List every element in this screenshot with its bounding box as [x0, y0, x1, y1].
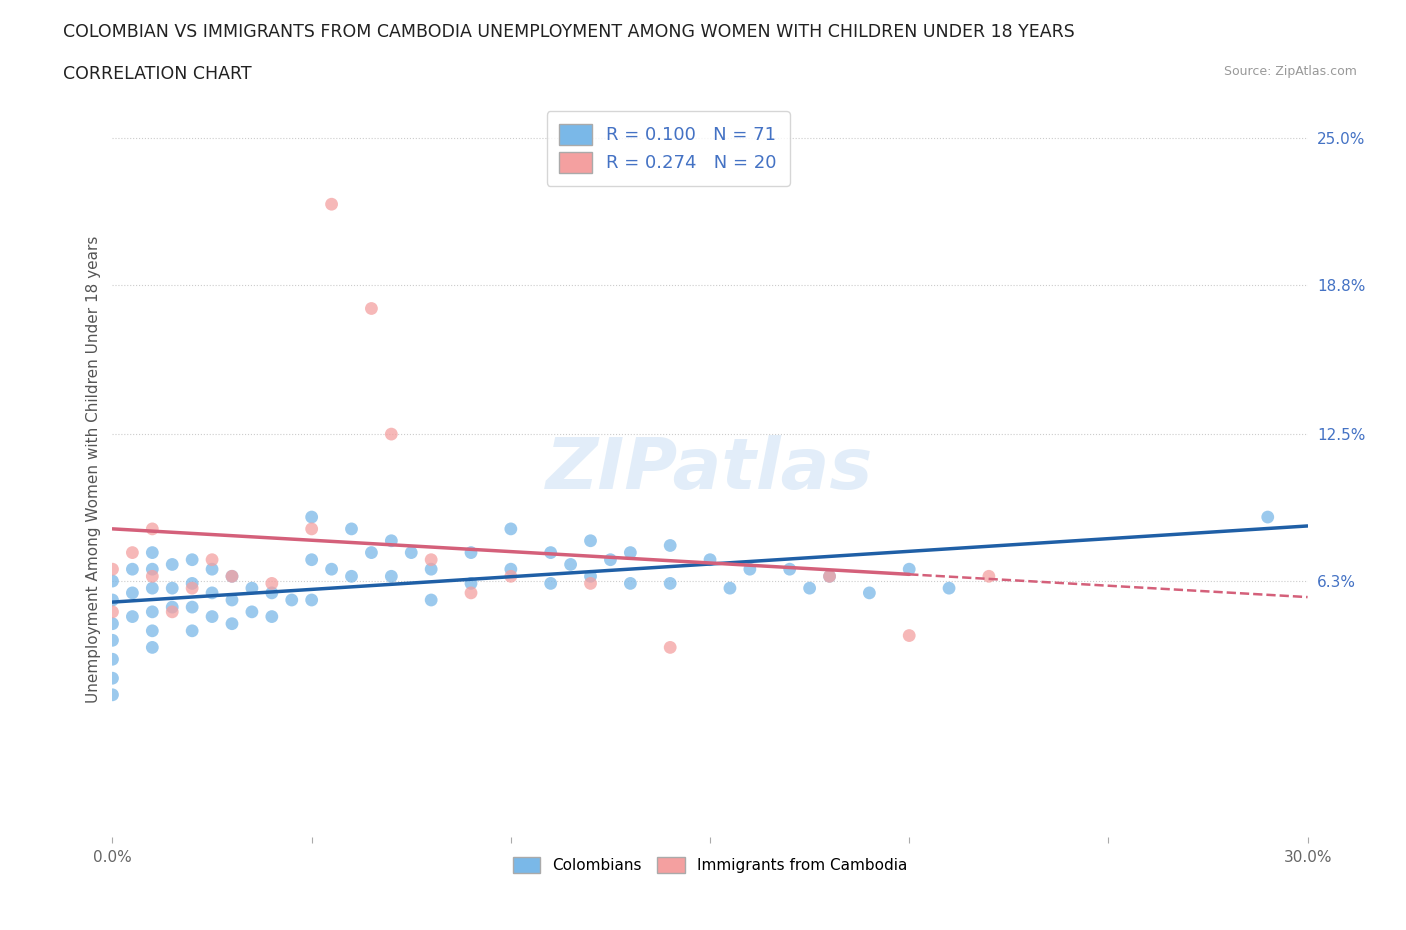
Point — [201, 562, 224, 577]
Point — [380, 427, 402, 442]
Point — [121, 586, 143, 601]
Point — [101, 617, 124, 631]
Text: ZIPatlas: ZIPatlas — [547, 435, 873, 504]
Point — [221, 569, 243, 584]
Text: COLOMBIAN VS IMMIGRANTS FROM CAMBODIA UNEMPLOYMENT AMONG WOMEN WITH CHILDREN UND: COLOMBIAN VS IMMIGRANTS FROM CAMBODIA UN… — [63, 23, 1076, 41]
Point — [221, 569, 243, 584]
Point — [540, 576, 562, 591]
Point — [818, 569, 841, 584]
Point — [619, 545, 641, 560]
Point — [898, 628, 921, 643]
Point — [121, 609, 143, 624]
Point — [599, 552, 621, 567]
Point — [321, 562, 343, 577]
Point — [579, 569, 602, 584]
Point — [221, 617, 243, 631]
Point — [162, 557, 183, 572]
Point — [420, 592, 443, 607]
Point — [260, 576, 283, 591]
Point — [340, 569, 363, 584]
Point — [499, 569, 522, 584]
Point — [281, 592, 304, 607]
Point — [301, 552, 323, 567]
Point — [858, 586, 880, 601]
Y-axis label: Unemployment Among Women with Children Under 18 years: Unemployment Among Women with Children U… — [86, 236, 101, 703]
Point — [181, 580, 204, 595]
Point — [141, 522, 163, 537]
Point — [101, 652, 124, 667]
Point — [260, 609, 283, 624]
Point — [380, 533, 402, 548]
Point — [540, 545, 562, 560]
Point — [240, 604, 263, 619]
Point — [101, 687, 124, 702]
Point — [420, 552, 443, 567]
Point — [101, 592, 124, 607]
Point — [460, 586, 482, 601]
Point — [181, 623, 204, 638]
Point — [659, 538, 682, 553]
Point — [659, 640, 682, 655]
Point — [659, 576, 682, 591]
Point — [162, 580, 183, 595]
Point — [201, 552, 224, 567]
Point — [101, 574, 124, 589]
Point — [360, 301, 382, 316]
Point — [699, 552, 721, 567]
Point — [101, 604, 124, 619]
Point — [181, 552, 204, 567]
Point — [579, 576, 602, 591]
Point — [141, 623, 163, 638]
Point — [141, 640, 163, 655]
Point — [101, 632, 124, 647]
Point — [141, 545, 163, 560]
Point — [260, 586, 283, 601]
Point — [499, 562, 522, 577]
Text: Source: ZipAtlas.com: Source: ZipAtlas.com — [1223, 65, 1357, 78]
Point — [162, 604, 183, 619]
Point — [101, 671, 124, 685]
Point — [101, 562, 124, 577]
Point — [1257, 510, 1279, 525]
Point — [141, 580, 163, 595]
Point — [380, 569, 402, 584]
Point — [460, 576, 482, 591]
Text: CORRELATION CHART: CORRELATION CHART — [63, 65, 252, 83]
Point — [201, 609, 224, 624]
Point — [301, 592, 323, 607]
Point — [938, 580, 960, 595]
Point — [779, 562, 801, 577]
Point — [818, 569, 841, 584]
Point — [560, 557, 582, 572]
Point — [360, 545, 382, 560]
Point — [240, 580, 263, 595]
Point — [898, 562, 921, 577]
Point — [579, 533, 602, 548]
Point — [301, 522, 323, 537]
Point — [141, 569, 163, 584]
Point — [321, 197, 343, 212]
Point — [141, 604, 163, 619]
Point — [619, 576, 641, 591]
Point — [340, 522, 363, 537]
Point — [181, 576, 204, 591]
Point — [121, 545, 143, 560]
Point — [121, 562, 143, 577]
Point — [718, 580, 741, 595]
Point — [799, 580, 821, 595]
Point — [738, 562, 761, 577]
Point — [301, 510, 323, 525]
Point — [420, 562, 443, 577]
Point — [221, 592, 243, 607]
Point — [201, 586, 224, 601]
Point — [162, 600, 183, 615]
Point — [141, 562, 163, 577]
Legend: Colombians, Immigrants from Cambodia: Colombians, Immigrants from Cambodia — [505, 849, 915, 881]
Point — [977, 569, 1000, 584]
Point — [499, 522, 522, 537]
Point — [181, 600, 204, 615]
Point — [460, 545, 482, 560]
Point — [401, 545, 423, 560]
